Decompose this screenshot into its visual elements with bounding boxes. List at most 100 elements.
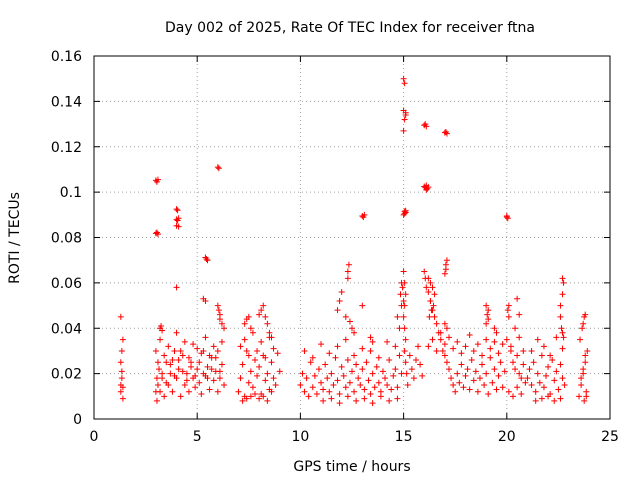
data-point: [578, 375, 585, 382]
data-point: [351, 388, 358, 395]
data-point: [367, 347, 374, 354]
data-point: [577, 336, 584, 343]
data-point: [400, 268, 407, 275]
data-point: [423, 284, 430, 291]
data-point: [497, 359, 504, 366]
data-point: [179, 368, 186, 375]
data-point: [320, 386, 327, 393]
data-point: [493, 329, 500, 336]
data-point: [351, 329, 358, 336]
data-point: [249, 384, 256, 391]
data-point: [322, 361, 329, 368]
data-point: [483, 320, 490, 327]
data-point: [499, 341, 506, 348]
data-point: [404, 381, 411, 388]
data-point: [251, 357, 258, 364]
data-point: [474, 341, 481, 348]
data-point: [353, 361, 360, 368]
data-point: [392, 366, 399, 373]
data-point: [163, 359, 170, 366]
data-point: [175, 366, 182, 373]
data-point: [359, 302, 366, 309]
data-point: [371, 384, 378, 391]
data-point: [326, 388, 333, 395]
data-point: [221, 325, 228, 332]
data-point: [365, 377, 372, 384]
data-point: [264, 397, 271, 404]
data-point: [359, 345, 366, 352]
data-point: [558, 325, 565, 332]
data-point: [175, 357, 182, 364]
data-point: [514, 352, 521, 359]
data-point: [534, 336, 541, 343]
data-point: [346, 318, 353, 325]
data-point: [402, 359, 409, 366]
data-point: [301, 388, 308, 395]
x-tick-labels: 0 5 10 15 20 25: [90, 429, 619, 445]
data-point: [270, 345, 277, 352]
data-point: [369, 370, 376, 377]
data-point: [210, 343, 217, 350]
data-point: [534, 370, 541, 377]
data-point: [559, 275, 566, 282]
data-point: [264, 320, 271, 327]
data-point: [538, 395, 545, 402]
data-point: [505, 388, 512, 395]
data-point: [433, 320, 440, 327]
data-point: [174, 207, 181, 214]
data-point: [214, 164, 221, 171]
data-point: [203, 256, 210, 263]
data-point: [514, 295, 521, 302]
y-tick-label: 0.1: [60, 185, 82, 201]
y-tick-label: 0.14: [51, 94, 82, 110]
data-point: [446, 334, 453, 341]
data-point: [262, 354, 269, 361]
data-point: [518, 391, 525, 398]
data-point: [239, 361, 246, 368]
data-point: [481, 381, 488, 388]
data-point: [157, 336, 164, 343]
data-point: [373, 363, 380, 370]
data-point: [119, 384, 126, 391]
data-point: [450, 381, 457, 388]
data-point: [159, 327, 166, 334]
data-point: [495, 350, 502, 357]
data-point: [344, 393, 351, 400]
data-point: [560, 279, 567, 286]
data-point: [326, 350, 333, 357]
data-point: [344, 275, 351, 282]
data-point: [185, 388, 192, 395]
data-points: [117, 75, 591, 407]
data-point: [479, 361, 486, 368]
data-point: [528, 347, 535, 354]
data-point: [247, 325, 254, 332]
data-point: [334, 343, 341, 350]
chart-title: Day 002 of 2025, Rate Of TEC Index for r…: [165, 20, 535, 36]
data-point: [154, 381, 161, 388]
y-tick-label: 0.08: [51, 231, 82, 247]
data-point: [491, 325, 498, 332]
data-point: [493, 386, 500, 393]
data-point: [320, 397, 327, 404]
data-point: [503, 212, 510, 219]
data-point: [181, 381, 188, 388]
data-point: [307, 359, 314, 366]
data-point: [119, 395, 126, 402]
data-point: [386, 397, 393, 404]
data-point: [516, 370, 523, 377]
data-point: [153, 397, 160, 404]
data-point: [419, 372, 426, 379]
data-point: [241, 336, 248, 343]
data-point: [183, 377, 190, 384]
data-point: [200, 370, 207, 377]
data-point: [190, 341, 197, 348]
data-point: [254, 347, 261, 354]
data-point: [470, 347, 477, 354]
data-point: [540, 343, 547, 350]
data-point: [400, 75, 407, 82]
data-point: [582, 311, 589, 318]
data-point: [345, 261, 352, 268]
data-point: [540, 384, 547, 391]
data-point: [555, 386, 562, 393]
data-point: [204, 257, 211, 264]
